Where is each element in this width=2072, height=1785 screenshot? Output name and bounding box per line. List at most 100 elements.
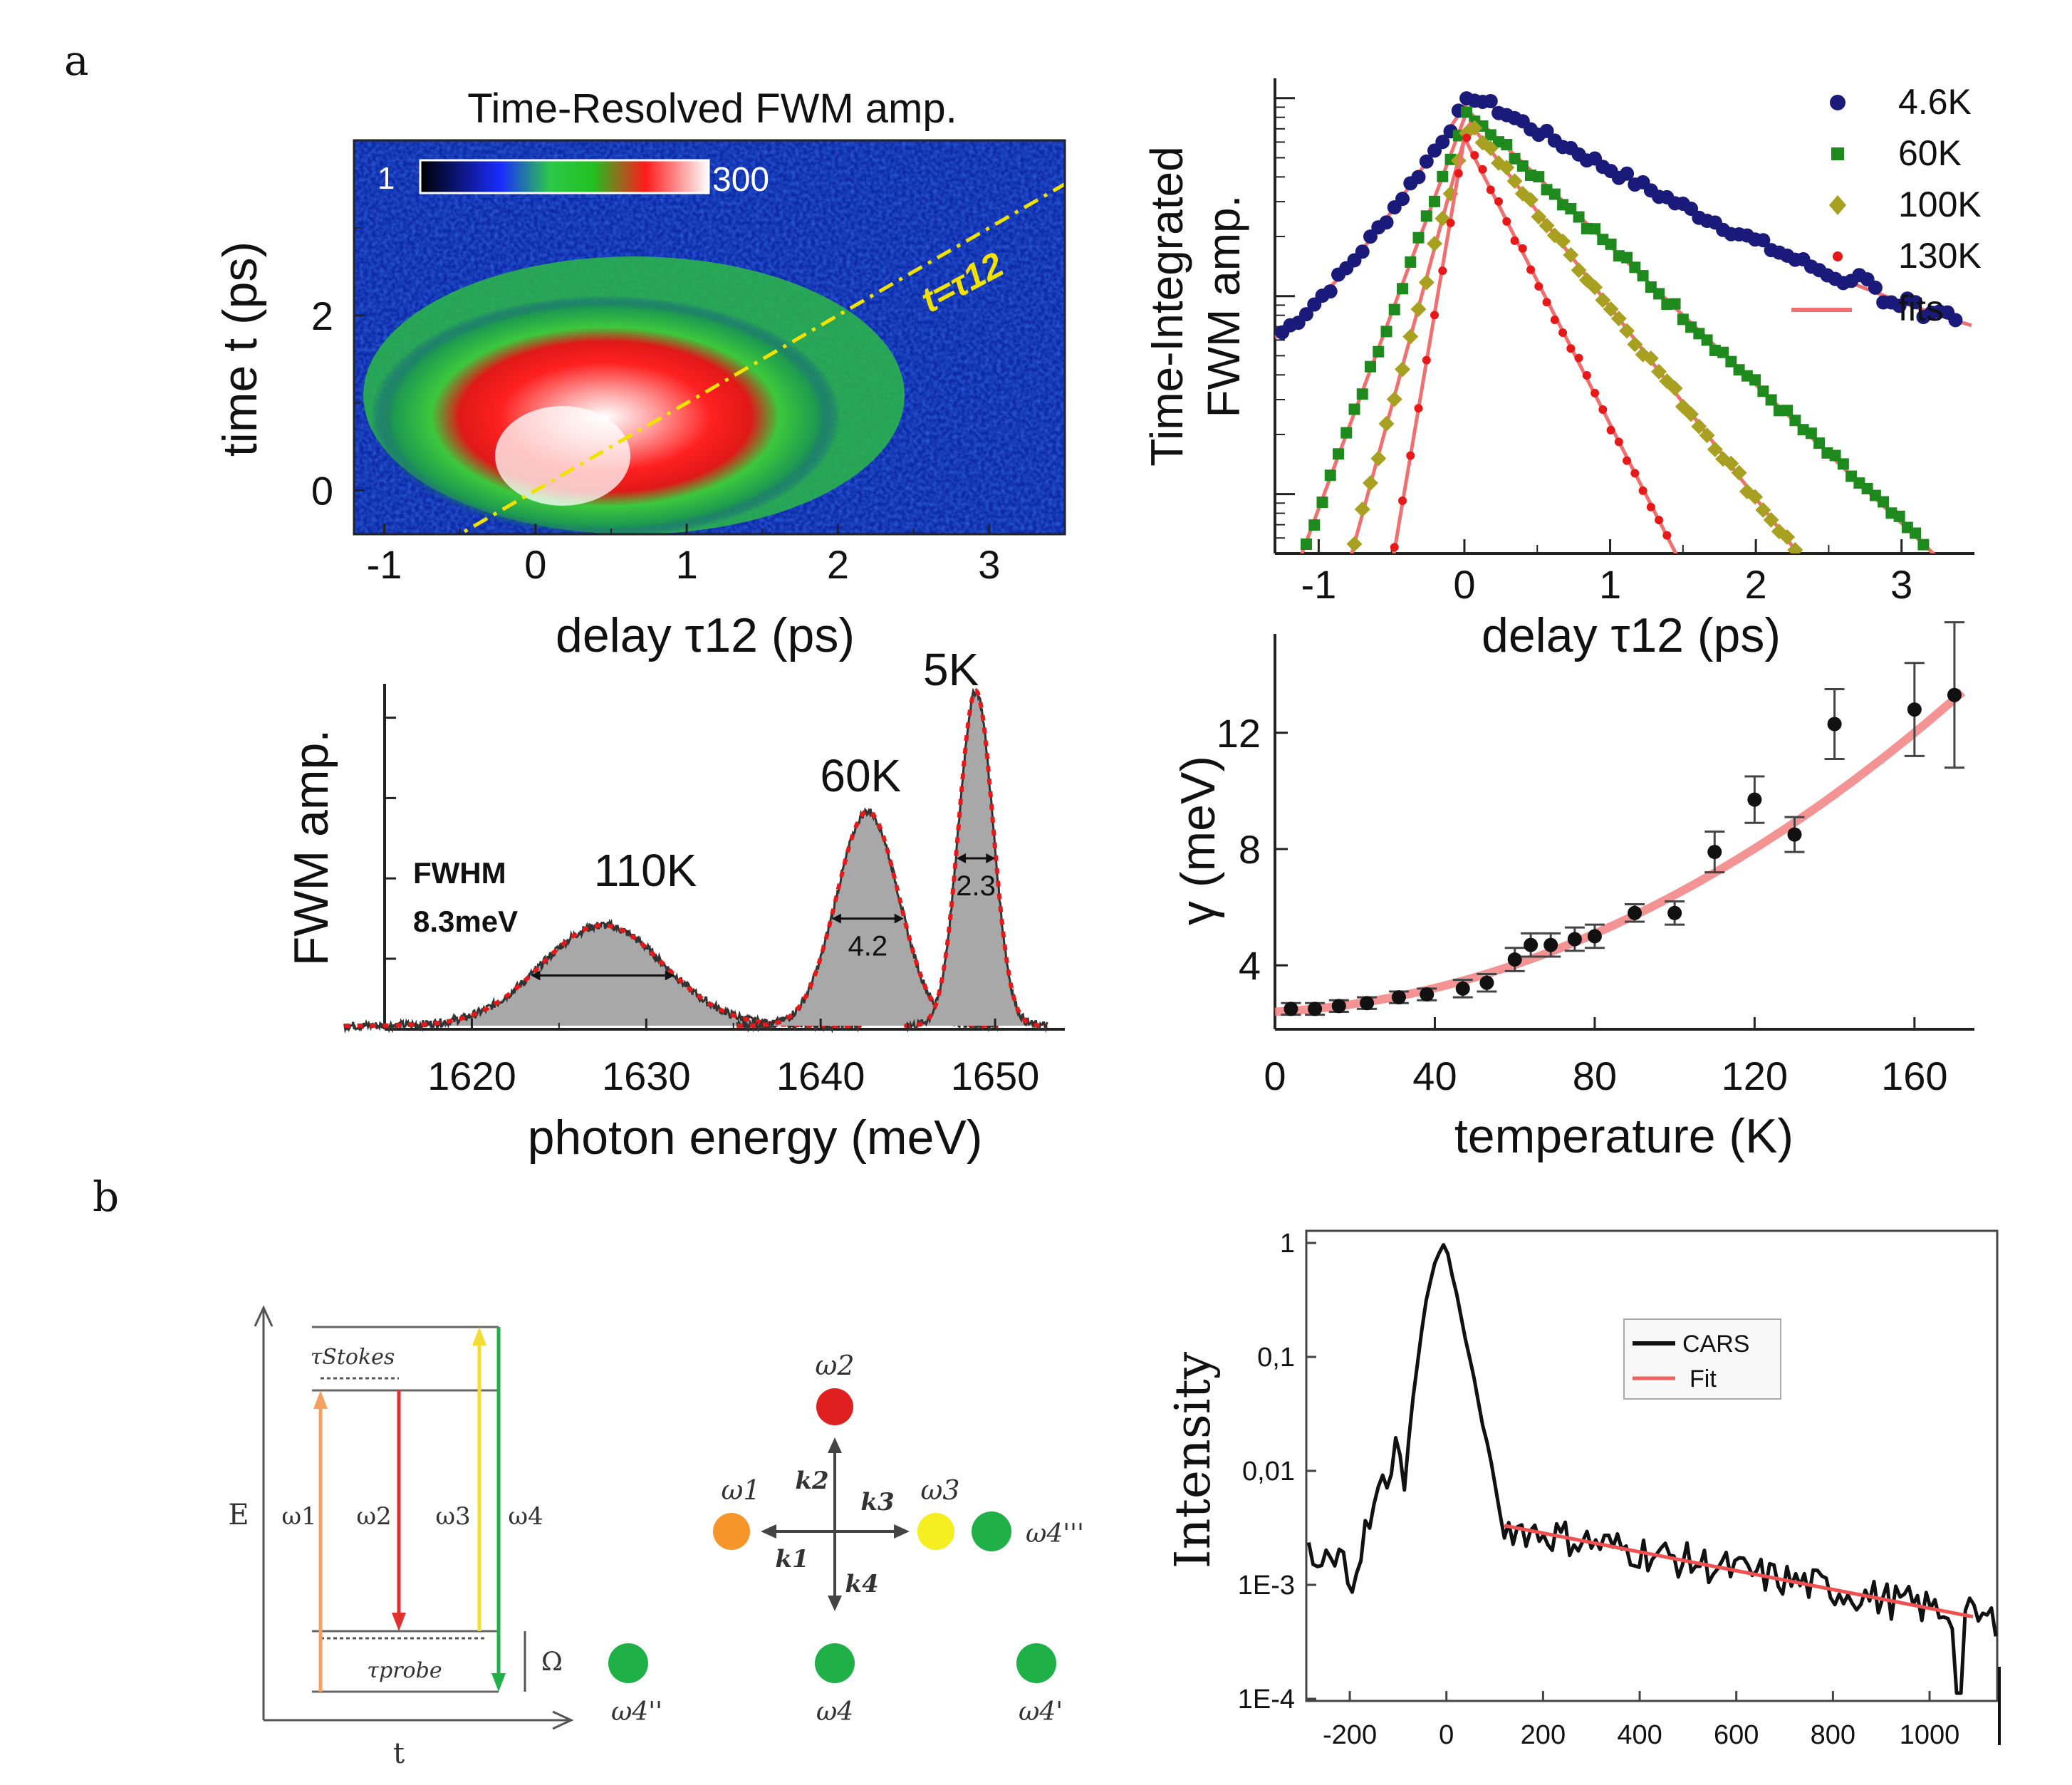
ti-point-100K [1683,406,1699,422]
gamma-point [1947,687,1962,702]
ti-legend-label: 100K [1898,184,1982,224]
wavevector-diagram: k2 k1 k3 k4 ω2 ω1 ω3 ω4''' ω4'' ω4 ω4' [608,1350,1084,1727]
ti-point-60K [1373,345,1385,358]
ti-y-log-ticks [1275,97,1295,539]
ti-point-100K [1539,217,1555,234]
ti-point-130K [1606,425,1615,434]
ti-legend-label: 130K [1898,236,1982,276]
tau-stokes-label: τStokes [311,1345,395,1370]
heatmap-y-axis-label: time t (ps) [213,241,267,457]
ti-x-ticks: -1 0 1 2 3 [1301,539,1912,607]
k1-label: k1 [775,1545,808,1573]
cars-legend-fit-label: Fit [1690,1365,1717,1393]
ti-point-4.6K [1756,233,1771,248]
spectrum-temperature-label: 5K [923,644,979,695]
omega2-dot [816,1388,853,1425]
ti-series-layer [1275,91,1972,553]
ti-point-60K [1429,195,1441,207]
ti-point-100K [1378,415,1395,432]
gamma-point [1787,827,1802,842]
ti-point-130K [1422,355,1431,365]
cars-trace [1306,1243,1997,1695]
ti-point-60K [1669,298,1681,310]
gamma-x-tick-label: 120 [1722,1053,1788,1098]
ti-point-60K [1412,231,1425,244]
heatmap-core [495,406,630,506]
ti-point-60K [1637,270,1649,282]
spectra-y-axis-label: FWM amp. [284,729,338,966]
colorbar [419,159,710,194]
ti-point-100K [1410,301,1427,317]
ti-point-100K [1506,173,1523,189]
ti-point-60K [1461,106,1473,118]
ti-point-4.6K [1323,284,1338,299]
ti-legend-swatch [1829,195,1846,215]
gamma-fit-curve [1274,689,1966,1016]
ti-point-100K [1571,262,1587,279]
ti-point-60K [1300,538,1312,550]
spectra-x-tick-label: 1650 [951,1053,1040,1098]
k4-label: k4 [845,1570,878,1598]
ti-point-100K [1346,536,1363,552]
cars-frame [1305,1229,1999,1702]
ti-point-100K [1418,274,1435,291]
spectrum-fwhm-head [531,970,541,981]
ti-legend-label: fits [1898,288,1944,328]
ti-point-60K [1573,211,1585,223]
cars-y-tick-label: 1 [1280,1229,1295,1259]
ti-point-60K [1910,527,1922,539]
omega2-dot-label: ω2 [815,1350,854,1381]
ti-point-100K [1651,363,1667,380]
ti-point-100K [1627,336,1643,353]
k1-arrowhead [761,1524,776,1539]
heatmap-panel: Time-Resolved FWM amp. 1 300 t=τ12 -1 0 1 2… [213,85,1066,662]
ti-point-130K [1662,531,1672,540]
ti-fit-line-4.6K [1275,94,1972,340]
spectrum-fwhm-value: 4.2 [848,931,887,962]
heatmap-title: Time-Resolved FWM amp. [467,85,957,132]
gamma-x-tick-label: 40 [1412,1053,1457,1098]
ti-point-100K [1531,209,1547,225]
spectrum-temperature-label: 60K [820,750,901,801]
ti-point-60K [1621,251,1633,264]
spectra-x-axis-label: photon energy (meV) [528,1110,983,1165]
ti-point-60K [1332,448,1344,460]
ti-point-4.6K [1908,295,1923,310]
ti-point-100K [1755,502,1771,519]
omega4-triple-prime-label: ω4''' [1026,1519,1084,1549]
ti-point-100K [1467,120,1483,136]
ti-point-60K [1701,334,1713,346]
heatmap-x-axis-label: delay τ12 (ps) [556,608,855,662]
cars-y-tick-label: 0,1 [1257,1343,1295,1373]
ti-x-tick-label: 0 [1453,562,1475,607]
ti-point-60K [1420,210,1432,222]
ti-point-60K [1405,256,1417,268]
ti-point-4.6K [1395,192,1410,207]
ti-point-4.6K [1948,313,1963,328]
ti-point-100K [1499,160,1515,176]
ti-point-130K [1558,328,1568,338]
ti-x-tick-label: -1 [1301,562,1336,607]
ti-point-130K [1454,169,1463,178]
ti-point-4.6K [1483,93,1498,108]
ti-point-100K [1779,529,1796,545]
panel-label-a: a [64,36,89,85]
ti-point-130K [1630,469,1640,478]
gamma-point [1331,999,1346,1014]
spectrum-temperature-label: 110K [594,845,697,896]
ti-point-130K [1494,197,1504,206]
ti-legend-swatch [1830,95,1845,110]
ti-point-100K [1395,361,1411,378]
ti-point-130K [1534,282,1543,291]
omega1-dot-label: ω1 [721,1474,760,1506]
ti-legend: 4.6K 60K 100K 130K fits [1791,82,1982,328]
k4-arrowhead [828,1596,842,1611]
gamma-point [1479,975,1494,990]
spectrum-fwhm-head [894,913,904,924]
gamma-point [1360,996,1375,1011]
cars-ticks: -200 0 200 400 600 800 1000 1 0,1 0,01 1E-3 1E-4 [1238,1229,1960,1750]
tau-probe-label: τprobe [367,1658,442,1683]
gamma-fit-and-points [1274,621,1966,1016]
heatmap-y-ticks: 02 [311,227,365,514]
